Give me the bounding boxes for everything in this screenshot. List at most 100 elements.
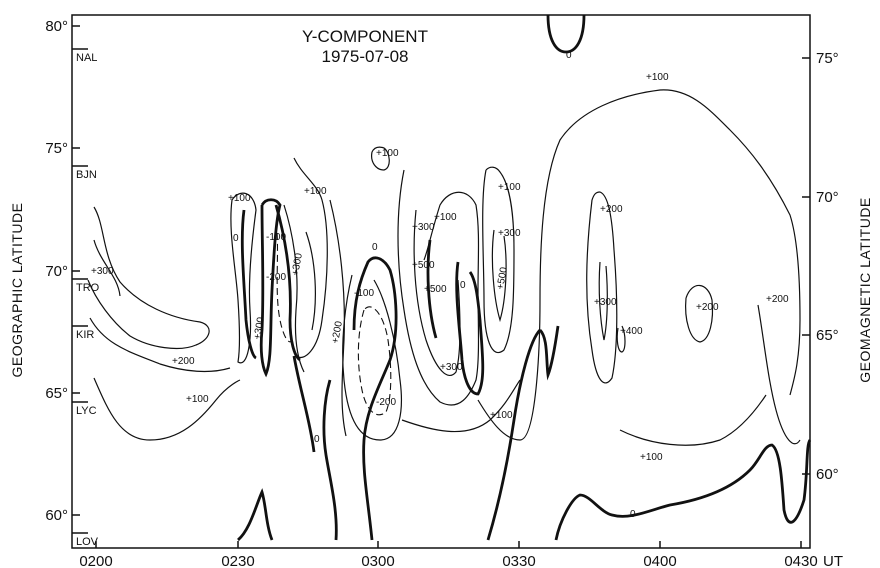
right-axis-title: GEOMAGNETIC LATITUDE (857, 197, 873, 383)
contour-label-plus200-0350: +200 (600, 204, 623, 215)
left-tick-label-60: 60° (45, 507, 68, 524)
contour-zero-bottom-left (237, 488, 274, 542)
x-tick-label-0430: 0430 (784, 553, 817, 568)
contour-label-0-0245: 0 (314, 434, 320, 445)
contour-minus100-0300 (342, 274, 402, 441)
contour-cluster-b-minus200 (275, 221, 293, 343)
contour-cluster-c-200 (329, 199, 347, 437)
contour-0325-100 (482, 166, 515, 353)
left-axis-title: GEOGRAPHIC LATITUDE (9, 203, 25, 378)
contour-label-plus200-0240: +200 (330, 320, 345, 345)
contour-label-plus100-0325: +100 (498, 182, 521, 193)
contour-0425-200 (757, 304, 801, 445)
contour-zero-mid (292, 355, 316, 453)
contour-label-plus200-left: +200 (172, 356, 195, 367)
contour-zero-0300-loop (352, 256, 398, 541)
contour-0315-500 (426, 239, 438, 339)
contour-label-0-top: 0 (566, 50, 572, 61)
contour-cluster-c-300 (305, 231, 316, 331)
contour-0350-300 (598, 261, 608, 341)
right-tick-label-70: 70° (816, 189, 839, 206)
contour-label-0-0315: 0 (460, 280, 466, 291)
contour-label-plus500-0315b: +500 (424, 284, 447, 295)
right-axis-ticks (802, 57, 810, 475)
contour-label-minus200-0230: -200 (266, 272, 286, 283)
contour-0325-300 (491, 229, 507, 323)
contour-left-300 (93, 239, 121, 297)
right-tick-labels: 75° 70° 65° 60° (816, 50, 839, 483)
contour-0400-zero (554, 439, 812, 541)
contour-zero-0300 (322, 379, 338, 541)
x-tick-labels: 0200 0230 0300 0330 0400 0430 UT (79, 553, 843, 568)
right-tick-label-65: 65° (816, 327, 839, 344)
contour-0350-200 (586, 191, 618, 384)
right-tick-label-60: 60° (816, 466, 839, 483)
contour-0315-0 (455, 261, 485, 396)
station-label-tro: TRO (76, 282, 100, 294)
x-tick-label-0230: 0230 (221, 553, 254, 568)
contour-label-plus100-0315: +100 (434, 212, 457, 223)
contour-0315-100b (401, 379, 521, 433)
contour-label-plus100-island: +100 (376, 148, 399, 159)
contour-cluster-a-100 (230, 192, 257, 364)
left-axis-ticks (72, 25, 80, 516)
station-label-lov: LOV (76, 536, 99, 548)
contour-cluster-a-0 (240, 209, 257, 360)
contour-label-plus100-top: +100 (646, 72, 669, 83)
contour-0400-100 (477, 89, 801, 441)
contour-cluster-b-bold (274, 204, 301, 362)
contour-cluster-b-minus100 (283, 204, 305, 373)
contour-label-plus200-0425: +200 (766, 294, 789, 305)
station-markers: NAL BJN TRO KIR LYC LOV (72, 48, 100, 548)
x-tick-label-0330: 0330 (502, 553, 535, 568)
left-tick-label-75: 75° (45, 140, 68, 157)
contour-left-200 (87, 206, 210, 350)
contour-label-plus200-0410: +200 (696, 302, 719, 313)
contour-label-0-0230: 0 (233, 233, 239, 244)
contour-label-plus300-left: +300 (91, 266, 114, 277)
x-tick-label-0400: 0400 (643, 553, 676, 568)
contour-label-plus100-0400: +100 (640, 452, 663, 463)
plot-frame (71, 14, 811, 549)
contour-0410-200 (685, 284, 714, 343)
contour-0355-400 (616, 325, 626, 353)
contour-0405-100 (619, 394, 767, 446)
contour-label-plus100-0230: +100 (228, 193, 251, 204)
station-label-bjn: BJN (76, 169, 97, 181)
contour-cluster-c-100 (293, 157, 328, 359)
contour-label-plus100-0235: +100 (304, 186, 327, 197)
x-axis-ticks (95, 541, 802, 548)
contour-label-plus400-0355: +400 (620, 326, 643, 337)
contour-left-100 (93, 377, 241, 441)
contour-label-plus500-0315a: +500 (412, 260, 435, 271)
contour-label-plus500-0325: +500 (495, 266, 510, 291)
x-axis-unit-label: UT (823, 553, 843, 568)
contour-label-minus100-0300: -100 (354, 288, 374, 299)
contour-label-plus300-0235: +300 (290, 252, 305, 277)
contour-plus100-island (371, 146, 390, 171)
contour-0340-zero-spike (538, 325, 560, 381)
right-tick-label-75: 75° (816, 50, 839, 67)
station-label-nal: NAL (76, 52, 97, 64)
contour-label-plus300-0315b: +300 (440, 362, 463, 373)
contour-left-200b (89, 317, 231, 373)
contour-label-minus200-0300: -200 (376, 397, 396, 408)
contour-label-plus100-left: +100 (186, 394, 209, 405)
contour-0315-100 (397, 169, 480, 406)
contour-label-0-0300: 0 (372, 242, 378, 253)
x-tick-label-0300: 0300 (361, 553, 394, 568)
left-tick-label-80: 80° (45, 18, 68, 35)
contour-label-0-0400: 0 (630, 509, 636, 520)
contour-label-plus100-0325b: +100 (490, 410, 513, 421)
station-label-lyc: LYC (76, 405, 97, 417)
contour-0325-zero (486, 329, 542, 541)
contour-label-plus300-0325: +300 (498, 228, 521, 239)
contour-minus200-0300 (357, 306, 392, 416)
left-tick-labels: 80° 75° 70° 65° 60° (45, 18, 68, 524)
contour-label-minus100-0230: -100 (266, 232, 286, 243)
station-label-kir: KIR (76, 329, 94, 341)
contour-value-labels: 0 +100 +300 +200 +100 +100 0 -100 -200 +… (91, 50, 789, 520)
left-tick-label-65: 65° (45, 385, 68, 402)
contour-cluster-b-0 (259, 198, 282, 378)
